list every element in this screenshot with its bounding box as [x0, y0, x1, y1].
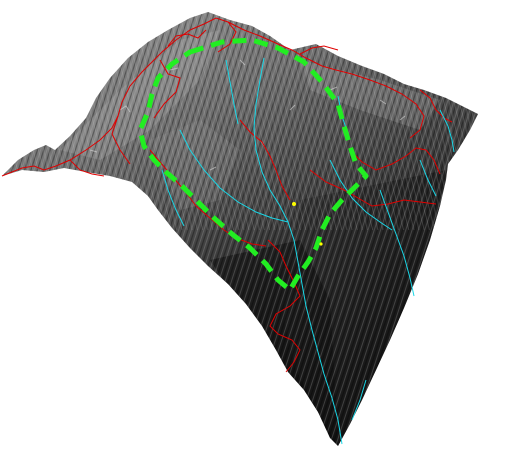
marker-point — [319, 242, 323, 246]
study-area-outline — [137, 37, 369, 293]
boundary-lines — [1, 17, 453, 373]
marker-points — [292, 202, 323, 246]
marker-point — [292, 202, 296, 206]
stream-network — [161, 57, 455, 445]
